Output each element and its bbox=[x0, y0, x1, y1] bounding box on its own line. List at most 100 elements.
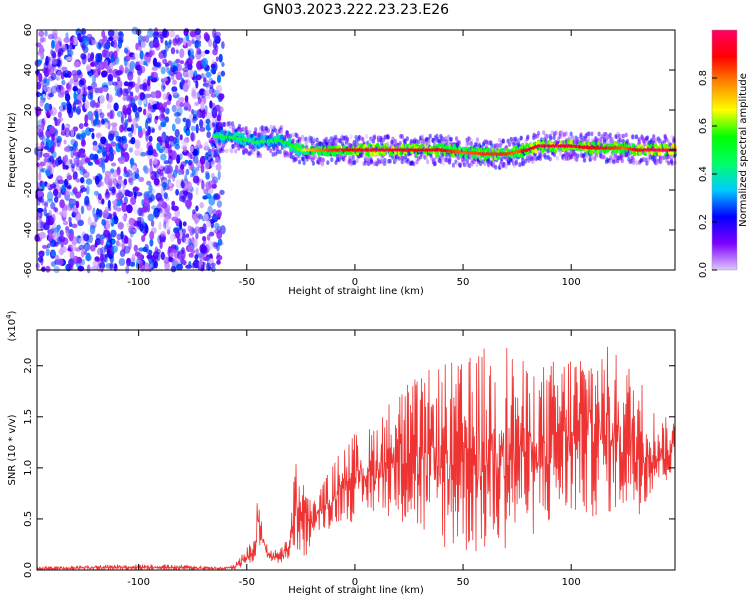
spectrogram-halo-cell bbox=[544, 155, 548, 160]
spectrogram-band-cell bbox=[653, 142, 658, 148]
spectrogram-halo-cell bbox=[368, 138, 372, 144]
spectrogram-halo-cell bbox=[489, 140, 493, 146]
colorbar-gradient bbox=[712, 30, 737, 270]
spectrogram-y-tick-label: 60 bbox=[23, 24, 34, 37]
spectrogram-y-tick-label: -40 bbox=[23, 222, 34, 238]
spectrogram-noise-cell bbox=[168, 182, 172, 187]
spectrogram-noise-cell bbox=[112, 200, 118, 205]
spectrogram-noise-cell bbox=[64, 178, 68, 187]
snr-x-tick-label: -50 bbox=[239, 577, 255, 588]
spectrogram-noise-cell bbox=[149, 158, 153, 167]
spectrogram-noise-cell bbox=[107, 181, 113, 191]
spectrogram-noise-cell bbox=[61, 79, 66, 86]
spectrogram-noise-cell bbox=[99, 112, 105, 119]
spectrogram-noise-cell bbox=[101, 70, 108, 78]
spectrogram-noise-cell bbox=[49, 125, 56, 135]
spectrogram-noise-cell bbox=[170, 233, 175, 242]
spectrogram-noise-cell bbox=[51, 39, 55, 49]
spectrogram-noise-cell bbox=[46, 215, 51, 226]
snr-y-axis-label: SNR (10 * v/v) bbox=[7, 414, 18, 485]
spectrogram-noise-cell bbox=[200, 101, 205, 111]
spectrogram-noise-cell bbox=[200, 51, 206, 57]
spectrogram-halo-cell bbox=[373, 134, 377, 140]
spectrogram-noise-cell bbox=[193, 238, 198, 248]
spectrogram-halo-cell bbox=[287, 133, 291, 139]
spectrogram-noise-cell bbox=[207, 205, 213, 216]
spectrogram-noise-cell bbox=[113, 130, 119, 138]
spectrogram-band-cell bbox=[277, 141, 282, 146]
spectrogram-noise-cell bbox=[110, 229, 117, 238]
spectrogram-halo-cell bbox=[249, 149, 253, 155]
spectrogram-noise-cell bbox=[216, 114, 221, 122]
spectrogram-noise-cell bbox=[211, 102, 216, 111]
spectrogram-halo-cell bbox=[469, 141, 473, 147]
spectrogram-noise-cell bbox=[216, 259, 221, 265]
spectrogram-noise-cell bbox=[166, 229, 171, 235]
spectrogram-noise-cell bbox=[194, 101, 200, 107]
spectrogram-halo-cell bbox=[291, 138, 295, 144]
spectrogram-noise-cell bbox=[49, 183, 57, 189]
spectrogram-halo-cell bbox=[548, 156, 552, 162]
spectrogram-noise-cell bbox=[47, 236, 53, 242]
spectrogram-noise-cell bbox=[221, 41, 225, 49]
spectrogram-noise-cell bbox=[142, 246, 148, 252]
spectrogram-noise-cell bbox=[207, 240, 214, 251]
spectrogram-halo-cell bbox=[559, 151, 563, 157]
spectrogram-noise-cell bbox=[193, 259, 200, 269]
spectrogram-noise-cell bbox=[66, 49, 74, 57]
spectrogram-noise-cell bbox=[130, 196, 137, 205]
spectrogram-noise-cell bbox=[94, 87, 100, 94]
spectrogram-noise-cell bbox=[73, 255, 79, 264]
spectrogram-noise-cell bbox=[101, 30, 106, 38]
spectrogram-halo-cell bbox=[670, 158, 674, 163]
spectrogram-halo-cell bbox=[620, 158, 624, 164]
spectrogram-noise-cell bbox=[195, 186, 199, 196]
spectrogram-noise-cell bbox=[98, 193, 102, 201]
spectrogram-noise-cell bbox=[124, 119, 129, 128]
spectrogram-halo-cell bbox=[436, 137, 440, 143]
spectrogram-noise-cell bbox=[87, 85, 92, 91]
spectrogram-noise-cell bbox=[70, 127, 75, 138]
spectrogram-noise-cell bbox=[139, 223, 144, 232]
spectrogram-band-cell bbox=[486, 147, 490, 152]
spectrogram-halo-cell bbox=[211, 146, 215, 152]
spectrogram-noise-cell bbox=[189, 226, 195, 236]
spectrogram-noise-cell bbox=[110, 168, 115, 174]
spectrogram-noise-cell bbox=[83, 242, 91, 252]
spectrogram-noise-cell bbox=[50, 261, 57, 267]
spectrogram-noise-cell bbox=[88, 234, 93, 244]
spectrogram-noise-cell bbox=[191, 169, 197, 177]
spectrogram-halo-cell bbox=[653, 155, 657, 161]
spectrogram-halo-cell bbox=[632, 160, 636, 166]
spectrogram-halo-cell bbox=[254, 127, 258, 132]
spectrogram-noise-cell bbox=[155, 115, 159, 121]
spectrogram-noise-cell bbox=[118, 258, 126, 266]
spectrogram-noise-cell bbox=[116, 200, 122, 207]
spectrogram-x-tick-label: 100 bbox=[562, 277, 581, 288]
spectrogram-noise-cell bbox=[199, 202, 204, 209]
spectrogram-noise-cell bbox=[80, 129, 86, 140]
spectrogram-halo-cell bbox=[257, 132, 261, 138]
spectrogram-noise-cell bbox=[171, 205, 179, 212]
spectrogram-noise-cell bbox=[212, 28, 217, 39]
spectrogram-noise-cell bbox=[38, 250, 45, 258]
spectrogram-noise-cell bbox=[56, 138, 61, 148]
spectrogram-noise-cell bbox=[128, 132, 133, 138]
spectrogram-halo-cell bbox=[618, 137, 622, 143]
spectrogram-noise-cell bbox=[62, 69, 67, 77]
spectrogram-band-cell bbox=[435, 152, 440, 158]
spectrogram-noise-cell bbox=[111, 169, 119, 178]
spectrogram-noise-cell bbox=[191, 36, 195, 44]
spectrogram-halo-cell bbox=[428, 133, 432, 139]
spectrogram-noise-cell bbox=[199, 144, 203, 149]
spectrogram-noise-cell bbox=[162, 58, 168, 65]
spectrogram-halo-cell bbox=[602, 154, 606, 160]
spectrogram-noise-cell bbox=[70, 149, 75, 159]
spectrogram-halo-cell bbox=[549, 135, 553, 141]
spectrogram-halo-cell bbox=[475, 142, 479, 147]
spectrogram-y-tick-label: 40 bbox=[23, 64, 34, 77]
spectrogram-noise-cell bbox=[39, 99, 44, 107]
spectrogram-noise-cell bbox=[39, 162, 46, 167]
spectrogram-noise-cell bbox=[151, 254, 156, 263]
spectrogram-halo-cell bbox=[355, 158, 359, 164]
